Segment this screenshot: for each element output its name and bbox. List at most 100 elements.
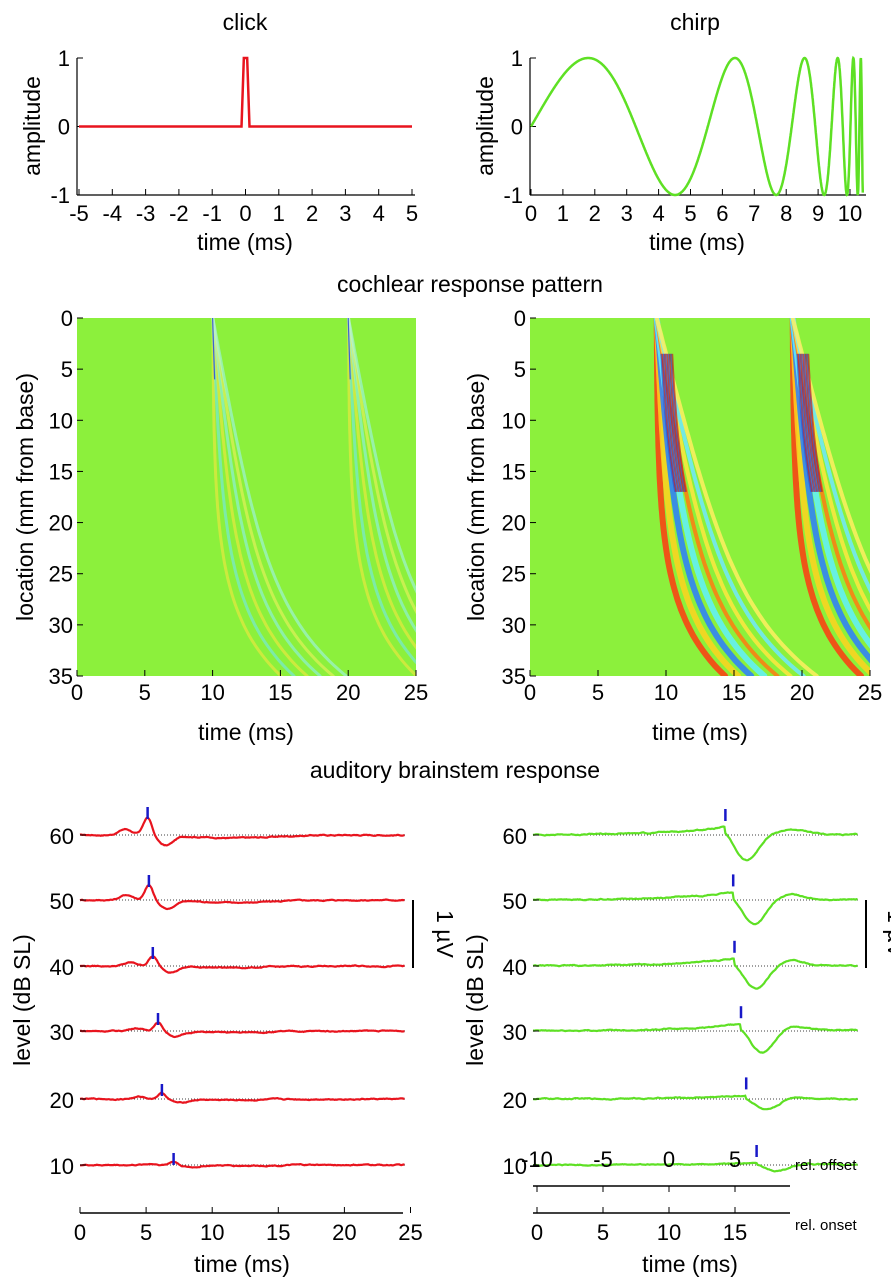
onset-tick-label: 5 [597, 1220, 609, 1245]
chirp-abr-trace [532, 825, 858, 862]
y-tick-label: 35 [502, 664, 526, 689]
x-tick-label: 5 [684, 201, 696, 226]
basal-striation [671, 353, 687, 493]
y-tick-label: 30 [49, 613, 73, 638]
cochlear-click-ylabel: location (mm from base) [12, 373, 38, 621]
traveling-wave-band [211, 318, 309, 676]
x-tick-label: 4 [652, 201, 664, 226]
cochlear-title: cochlear response pattern [337, 271, 603, 297]
abr-click-xlabel: time (ms) [194, 1251, 290, 1277]
rel-onset-label: rel. onset [795, 1217, 858, 1234]
y-tick-label: 60 [503, 824, 527, 849]
basal-striation [664, 353, 680, 493]
scale-bar-label: 1 µV [883, 910, 891, 958]
x-tick-label: 0 [239, 201, 251, 226]
y-tick-label: 30 [50, 1020, 74, 1045]
y-tick-label: 10 [502, 408, 526, 433]
chirp-abr-trace [533, 1094, 858, 1111]
basal-striation [670, 353, 686, 493]
y-tick-label: 25 [502, 562, 526, 587]
chirp-series-line [529, 55, 865, 197]
y-tick-label: 20 [49, 511, 73, 536]
x-tick-label: -5 [69, 201, 89, 226]
y-tick-label: 25 [49, 562, 73, 587]
abr-chirp-ylabel: level (dB SL) [462, 934, 488, 1066]
click-title: click [223, 9, 268, 35]
y-tick-label: 30 [503, 1020, 527, 1045]
y-tick-label: 10 [49, 408, 73, 433]
x-tick-label: 5 [406, 201, 418, 226]
chirp-xlabel: time (ms) [649, 229, 745, 255]
basal-striation [662, 353, 679, 493]
basal-striation [797, 353, 814, 493]
x-tick-label: 5 [140, 1220, 152, 1245]
basal-striation [800, 353, 816, 493]
x-tick-label: 0 [71, 680, 83, 705]
basal-striation [661, 353, 678, 493]
x-tick-label: 0 [74, 1220, 86, 1245]
x-tick-label: 3 [621, 201, 633, 226]
abr-click-ylabel: level (dB SL) [9, 934, 35, 1066]
x-tick-label: 10 [200, 680, 224, 705]
basal-striation [798, 353, 815, 493]
x-tick-label: 4 [373, 201, 385, 226]
chirp-abr-trace [532, 1161, 858, 1173]
click-abr-trace [79, 816, 405, 847]
y-tick-label: 5 [514, 357, 526, 382]
y-tick-label: 60 [50, 824, 74, 849]
y-tick-label: 50 [50, 889, 74, 914]
basal-striation [660, 353, 676, 493]
chirp-abr-trace [532, 1022, 858, 1054]
basal-striation [807, 353, 823, 493]
click-abr-trace [79, 884, 405, 911]
y-tick-label: 50 [503, 889, 527, 914]
basal-striation [665, 353, 681, 493]
click-abr-trace [79, 1091, 405, 1104]
basal-striation [666, 353, 683, 493]
traveling-wave-band [347, 318, 416, 594]
x-tick-label: 9 [812, 201, 824, 226]
y-tick-label: 10 [503, 1154, 527, 1179]
y-tick-label: 20 [502, 511, 526, 536]
x-tick-label: 1 [273, 201, 285, 226]
onset-tick-label: 10 [657, 1220, 681, 1245]
x-tick-label: 20 [332, 1220, 356, 1245]
onset-tick-label: 0 [531, 1220, 543, 1245]
chirp-abr-trace [532, 891, 858, 926]
x-tick-label: 7 [748, 201, 760, 226]
x-tick-label: 15 [722, 680, 746, 705]
chirp-panel: chirp 10-10 1 2 3 4 5 6 7 8 9 10 amplitude time (m… [472, 9, 866, 255]
cochlear-click-xlabel: time (ms) [198, 719, 294, 745]
scale-bar-label: 1 µV [432, 910, 458, 958]
click-abr-trace [79, 1021, 405, 1039]
chirp-abr-trace [532, 957, 858, 990]
y-tick-label: 40 [50, 955, 74, 980]
x-tick-label: 10 [654, 680, 678, 705]
traveling-wave-band [347, 318, 416, 650]
y-tick-label: 15 [49, 459, 73, 484]
abr-title: auditory brainstem response [310, 757, 600, 783]
offset-tick-label: 0 [663, 1147, 675, 1172]
traveling-wave-band [347, 318, 416, 676]
onset-line [347, 318, 351, 380]
y-tick-label: 0 [61, 306, 73, 331]
y-tick-label: 0 [58, 115, 70, 140]
x-tick-label: 6 [716, 201, 728, 226]
y-tick-label: 1 [511, 46, 523, 71]
y-tick-label: 15 [502, 459, 526, 484]
x-tick-label: 8 [780, 201, 792, 226]
click-abr-trace [79, 955, 405, 974]
x-tick-label: 5 [139, 680, 151, 705]
y-tick-label: 35 [49, 664, 73, 689]
x-tick-label: 20 [790, 680, 814, 705]
traveling-wave-band [211, 318, 296, 676]
x-tick-label: 0 [525, 201, 537, 226]
x-tick-label: 25 [404, 680, 428, 705]
x-tick-label: 25 [858, 680, 882, 705]
y-tick-label: 20 [50, 1088, 74, 1113]
x-tick-label: 15 [266, 1220, 290, 1245]
